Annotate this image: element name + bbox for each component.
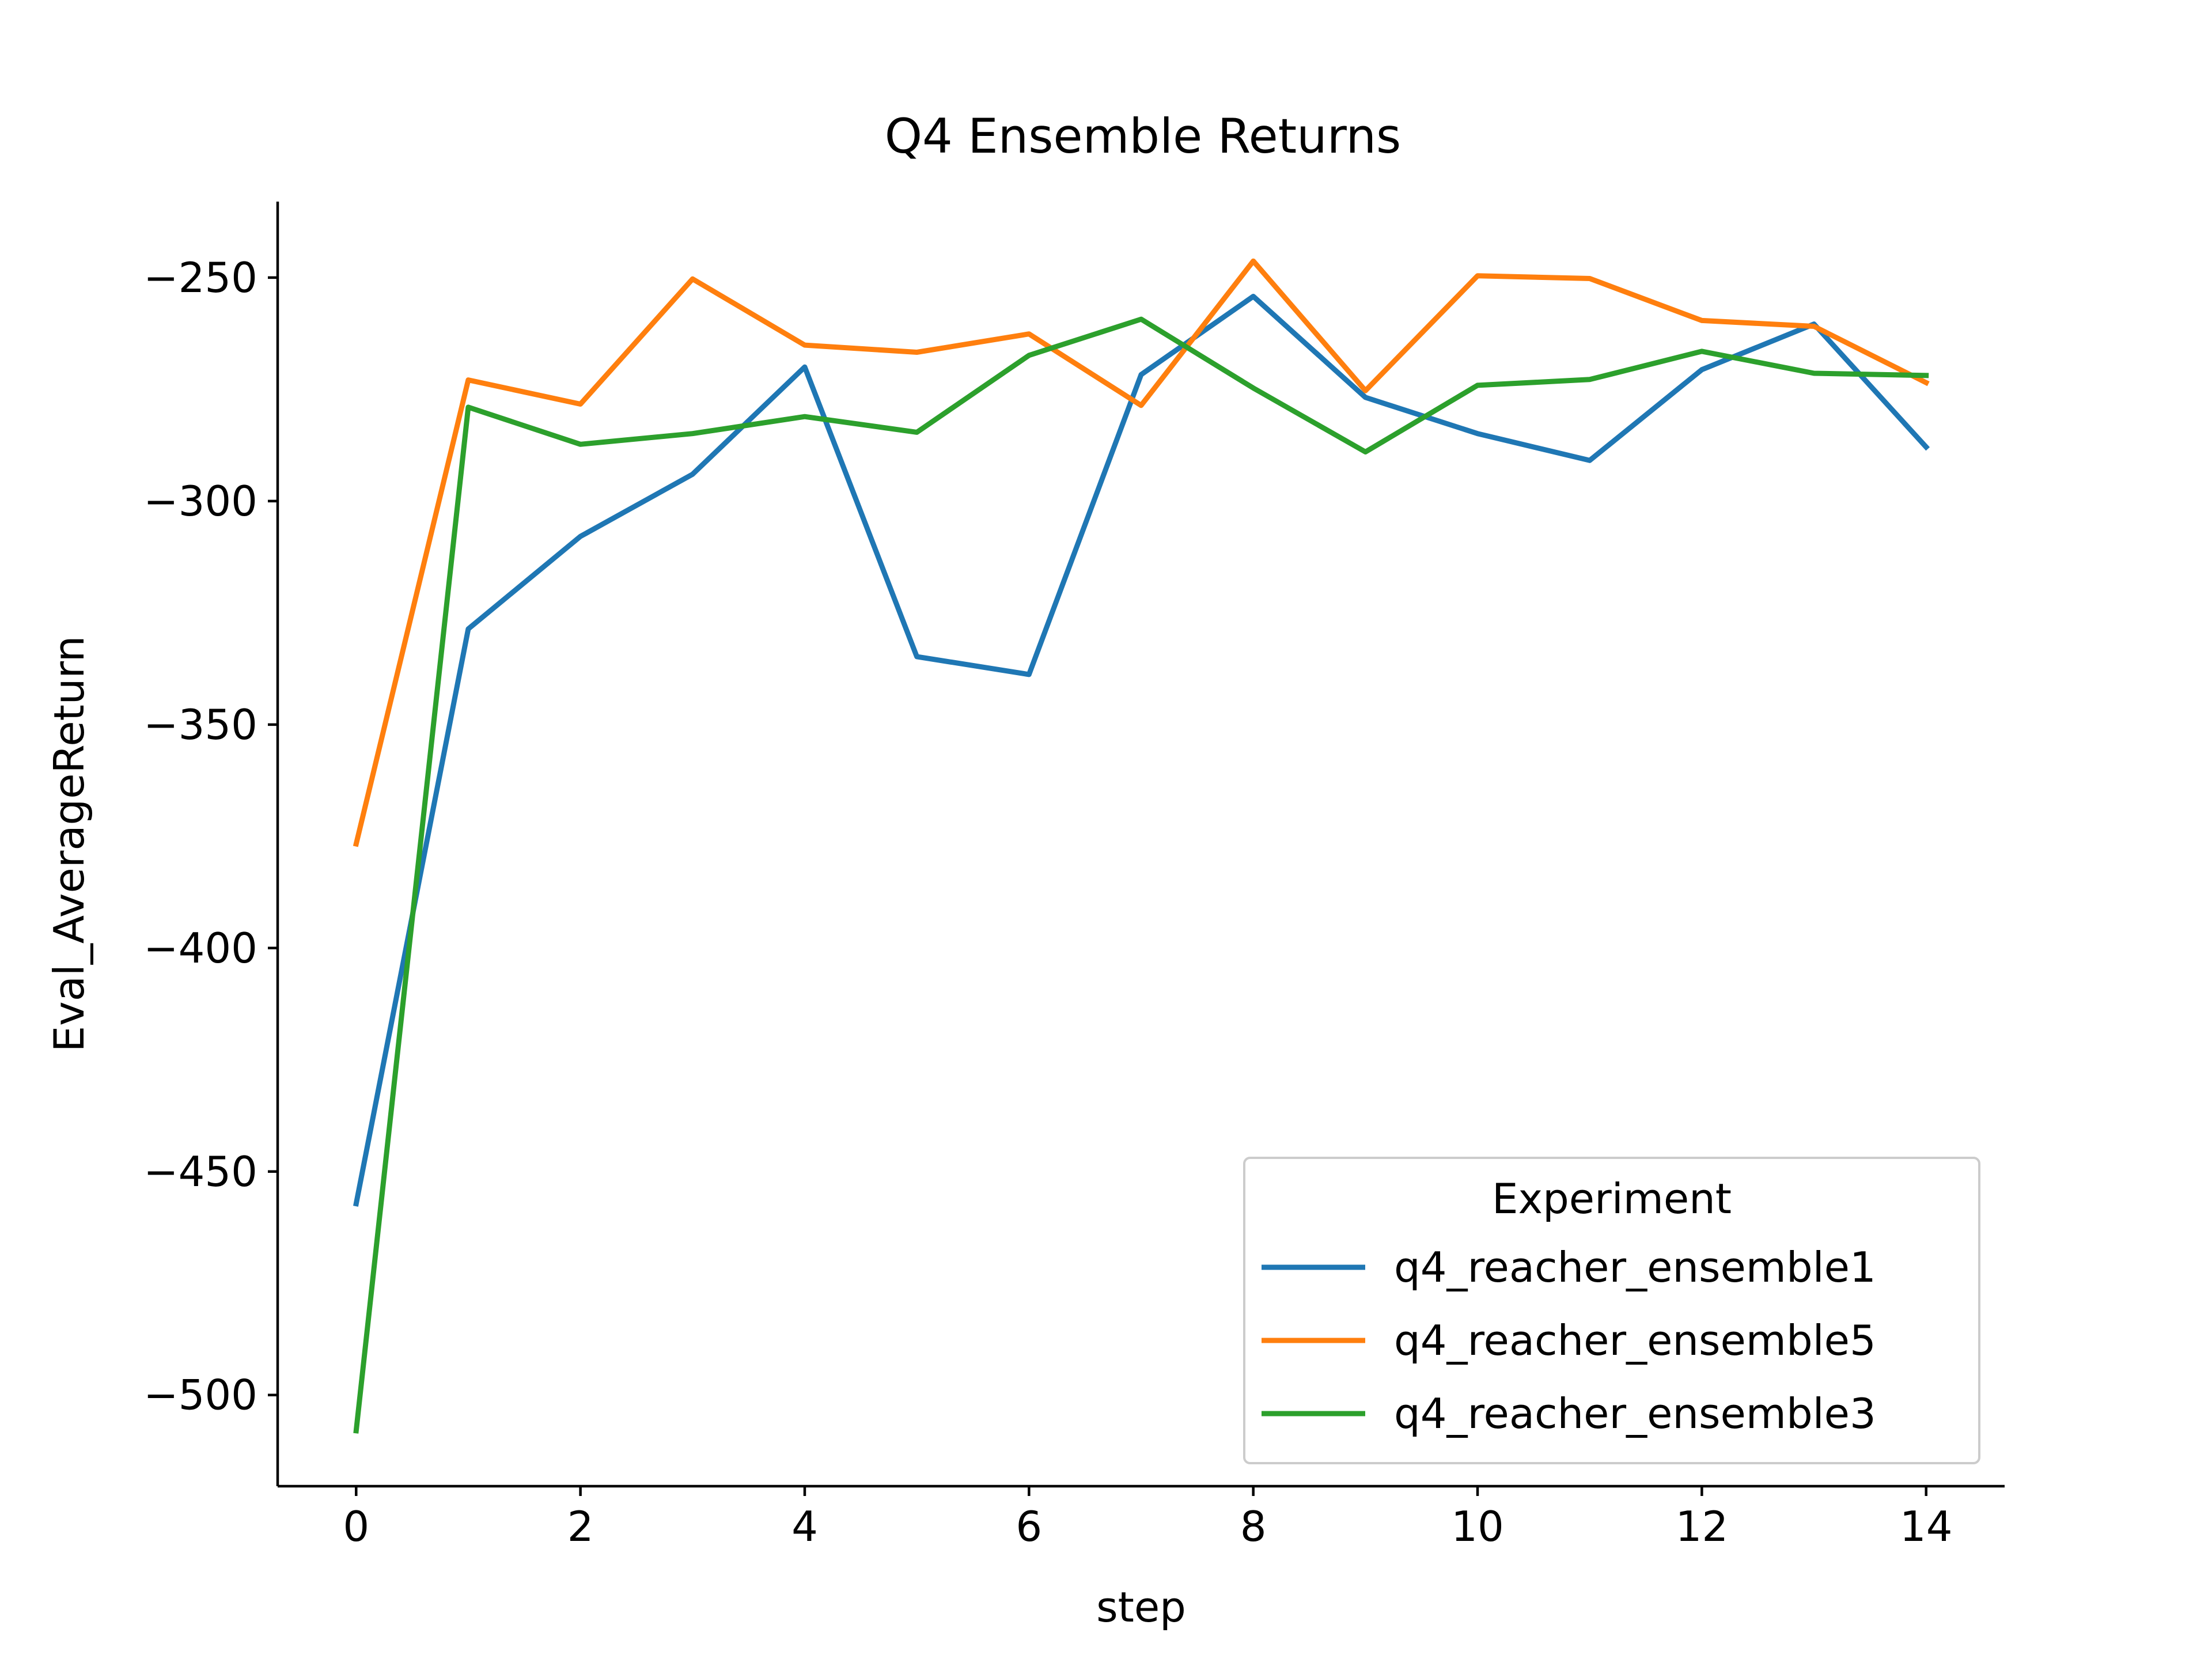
- x-tick-label: 6: [1016, 1502, 1042, 1551]
- y-tick-label: −300: [143, 477, 257, 525]
- chart-title: Q4 Ensemble Returns: [885, 108, 1402, 164]
- legend-entries: q4_reacher_ensemble1 q4_reacher_ensemble5…: [1262, 1243, 1876, 1438]
- x-tick-label: 10: [1451, 1502, 1504, 1551]
- legend-title: Experiment: [1492, 1175, 1732, 1223]
- legend-label: q4_reacher_ensemble3: [1394, 1389, 1876, 1438]
- x-tick-label: 4: [791, 1502, 818, 1551]
- legend-label: q4_reacher_ensemble5: [1394, 1316, 1876, 1365]
- y-tick-label: −350: [143, 700, 257, 749]
- y-tick-label: −250: [143, 253, 257, 302]
- series-lines: [353, 258, 1930, 1434]
- x-tick-label: 8: [1240, 1502, 1267, 1551]
- y-tick-label: −500: [143, 1371, 257, 1419]
- series-line-2: [353, 258, 1930, 847]
- x-tick-label: 0: [343, 1502, 369, 1551]
- y-tick-label: −400: [143, 924, 257, 972]
- x-axis-label: step: [1096, 1583, 1186, 1631]
- y-axis-ticks: −250 −300 −350 −400 −450 −500: [143, 253, 278, 1419]
- x-tick-label: 14: [1900, 1502, 1953, 1551]
- x-tick-label: 12: [1676, 1502, 1729, 1551]
- legend-label: q4_reacher_ensemble1: [1394, 1243, 1876, 1291]
- legend: Experiment q4_reacher_ensemble1q4_reache…: [1243, 1157, 1980, 1464]
- legend-frame: [1243, 1157, 1980, 1464]
- y-tick-label: −450: [143, 1147, 257, 1196]
- x-tick-label: 2: [567, 1502, 594, 1551]
- y-axis-label: Eval_AverageReturn: [45, 636, 93, 1052]
- series-line-1: [353, 294, 1930, 1207]
- series-line-3: [353, 316, 1929, 1434]
- x-axis-ticks: 0 2 4 6 8 10 12 14: [343, 1486, 1953, 1551]
